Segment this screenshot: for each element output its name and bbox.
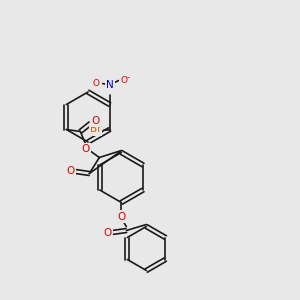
Text: O: O bbox=[91, 116, 100, 125]
Text: O: O bbox=[120, 76, 127, 85]
Text: O: O bbox=[103, 227, 112, 238]
Text: O: O bbox=[92, 79, 99, 88]
Text: Br: Br bbox=[90, 124, 101, 134]
Text: O: O bbox=[66, 167, 74, 176]
Text: O: O bbox=[81, 145, 89, 154]
Text: N: N bbox=[106, 80, 113, 89]
Text: O: O bbox=[117, 212, 125, 221]
Text: -: - bbox=[126, 73, 129, 82]
